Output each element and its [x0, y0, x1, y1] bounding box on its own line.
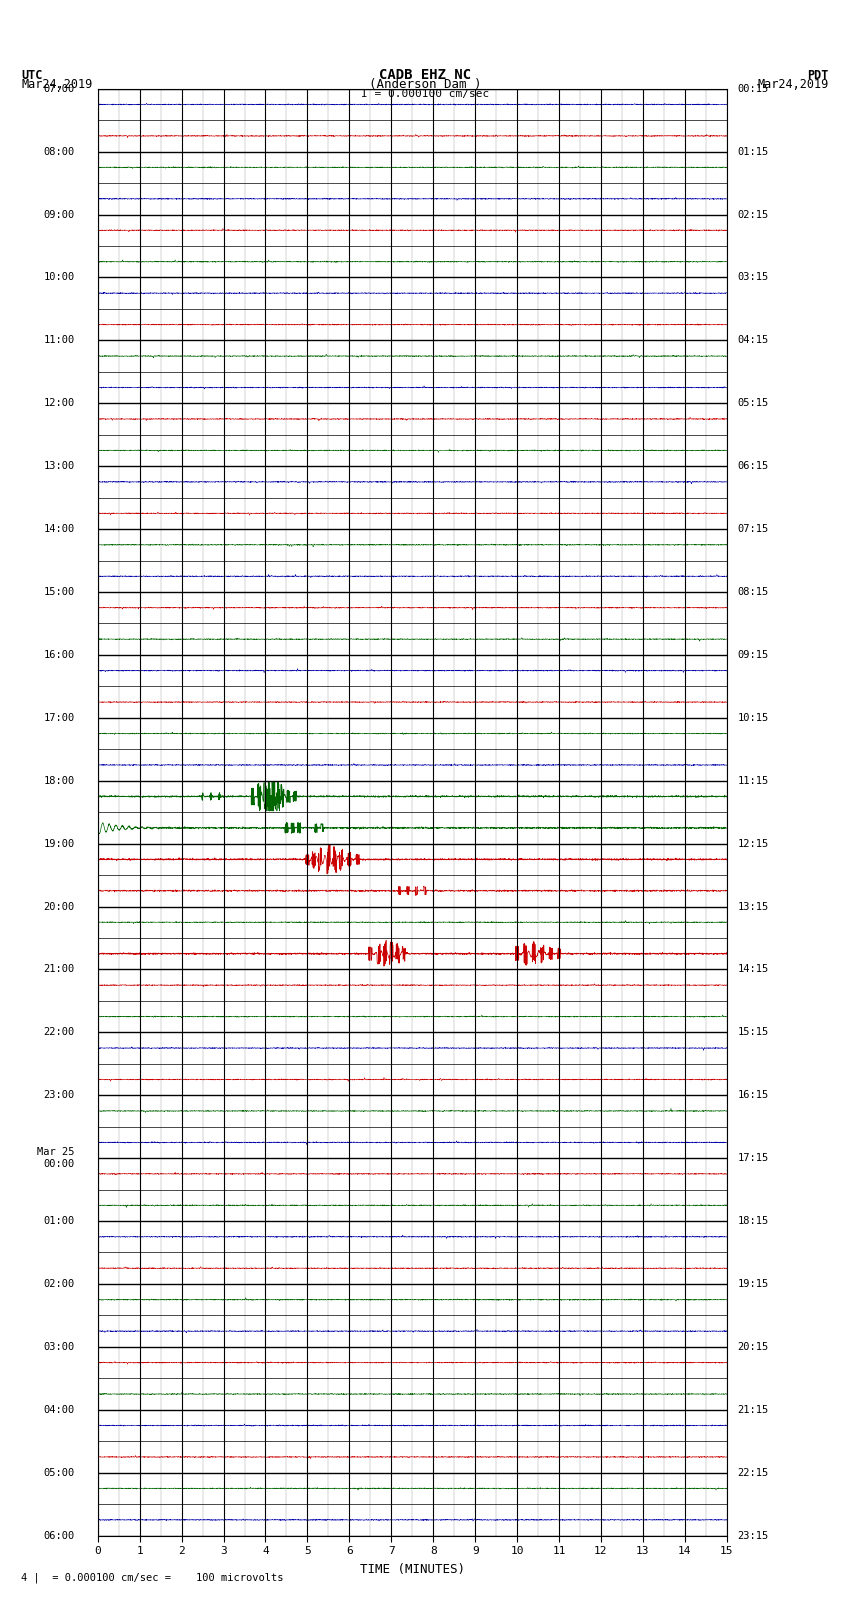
- Text: 21:00: 21:00: [43, 965, 75, 974]
- Text: 00:15: 00:15: [737, 84, 768, 94]
- Text: 06:15: 06:15: [737, 461, 768, 471]
- Text: 16:15: 16:15: [737, 1090, 768, 1100]
- Text: 05:00: 05:00: [43, 1468, 75, 1478]
- Text: 18:00: 18:00: [43, 776, 75, 786]
- Text: 22:15: 22:15: [737, 1468, 768, 1478]
- Text: Mar 25
00:00: Mar 25 00:00: [37, 1147, 75, 1169]
- Text: 03:15: 03:15: [737, 273, 768, 282]
- Text: Mar24,2019: Mar24,2019: [21, 77, 93, 92]
- Text: 13:00: 13:00: [43, 461, 75, 471]
- Text: 09:00: 09:00: [43, 210, 75, 219]
- Text: 19:00: 19:00: [43, 839, 75, 848]
- Text: 02:15: 02:15: [737, 210, 768, 219]
- Text: 14:00: 14:00: [43, 524, 75, 534]
- Text: 10:15: 10:15: [737, 713, 768, 723]
- Text: Mar24,2019: Mar24,2019: [757, 77, 829, 92]
- Text: 04:15: 04:15: [737, 336, 768, 345]
- Text: 12:15: 12:15: [737, 839, 768, 848]
- Text: UTC: UTC: [21, 68, 42, 82]
- X-axis label: TIME (MINUTES): TIME (MINUTES): [360, 1563, 465, 1576]
- Text: 06:00: 06:00: [43, 1531, 75, 1540]
- Text: 10:00: 10:00: [43, 273, 75, 282]
- Text: 09:15: 09:15: [737, 650, 768, 660]
- Text: 23:00: 23:00: [43, 1090, 75, 1100]
- Text: 20:15: 20:15: [737, 1342, 768, 1352]
- Text: 16:00: 16:00: [43, 650, 75, 660]
- Text: 08:00: 08:00: [43, 147, 75, 156]
- Text: 15:15: 15:15: [737, 1027, 768, 1037]
- Text: PDT: PDT: [808, 68, 829, 82]
- Text: 17:00: 17:00: [43, 713, 75, 723]
- Text: I = 0.000100 cm/sec: I = 0.000100 cm/sec: [361, 89, 489, 100]
- Text: (Anderson Dam ): (Anderson Dam ): [369, 77, 481, 92]
- Text: 05:15: 05:15: [737, 398, 768, 408]
- Text: 22:00: 22:00: [43, 1027, 75, 1037]
- Text: 04:00: 04:00: [43, 1405, 75, 1415]
- Text: 4 |  = 0.000100 cm/sec =    100 microvolts: 4 | = 0.000100 cm/sec = 100 microvolts: [21, 1573, 284, 1582]
- Text: 13:15: 13:15: [737, 902, 768, 911]
- Text: 01:00: 01:00: [43, 1216, 75, 1226]
- Text: 07:15: 07:15: [737, 524, 768, 534]
- Text: 01:15: 01:15: [737, 147, 768, 156]
- Text: 02:00: 02:00: [43, 1279, 75, 1289]
- Text: 11:15: 11:15: [737, 776, 768, 786]
- Text: 07:00: 07:00: [43, 84, 75, 94]
- Text: 15:00: 15:00: [43, 587, 75, 597]
- Text: 08:15: 08:15: [737, 587, 768, 597]
- Text: 20:00: 20:00: [43, 902, 75, 911]
- Text: 12:00: 12:00: [43, 398, 75, 408]
- Text: CADB EHZ NC: CADB EHZ NC: [379, 68, 471, 82]
- Text: 23:15: 23:15: [737, 1531, 768, 1540]
- Text: 14:15: 14:15: [737, 965, 768, 974]
- Text: 03:00: 03:00: [43, 1342, 75, 1352]
- Text: 19:15: 19:15: [737, 1279, 768, 1289]
- Text: 18:15: 18:15: [737, 1216, 768, 1226]
- Text: 17:15: 17:15: [737, 1153, 768, 1163]
- Text: 21:15: 21:15: [737, 1405, 768, 1415]
- Text: 11:00: 11:00: [43, 336, 75, 345]
